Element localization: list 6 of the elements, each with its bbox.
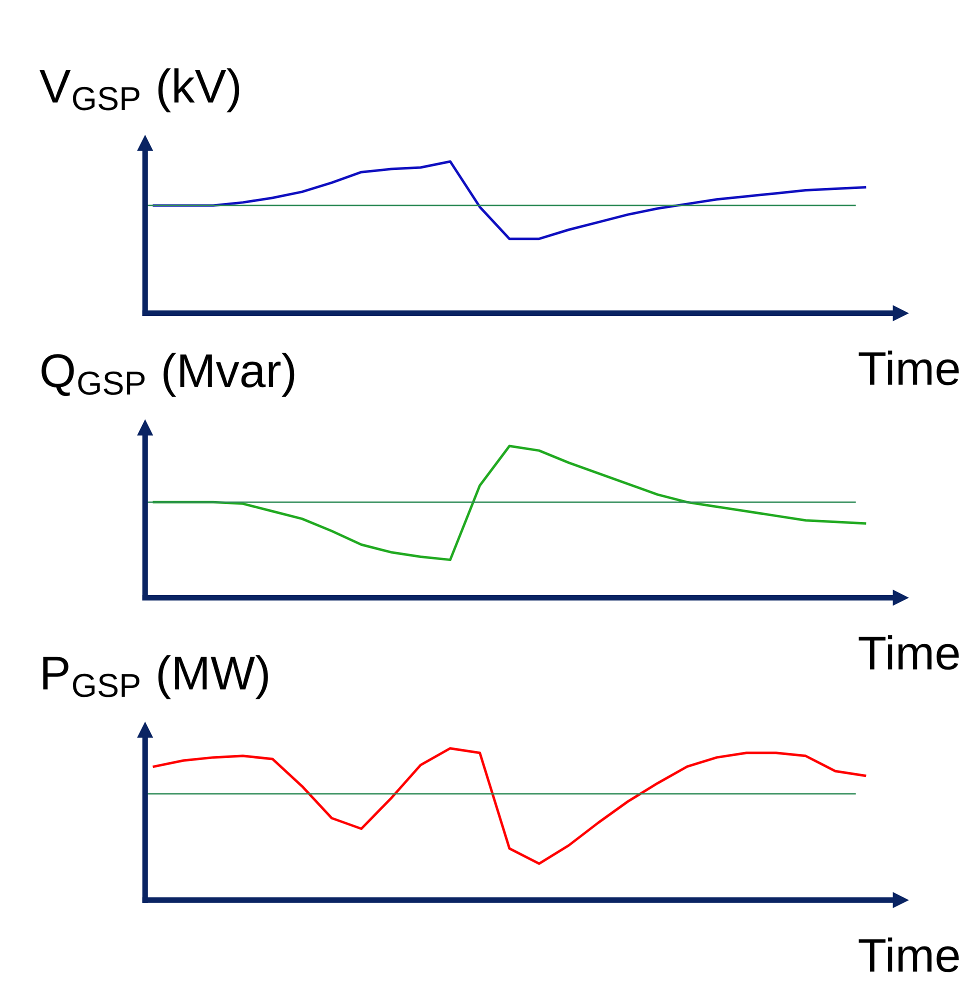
- y-axis-title: P$_{GSP}$ (MW): [43, 655, 268, 700]
- y-axis-title: V$_{GSP}$ (kV): [40, 68, 240, 112]
- x-axis-title: Time: [858, 635, 959, 670]
- y-axis-title: Q$_{GSP}$ (Mvar): [42, 352, 294, 397]
- x-axis-title: Time: [858, 350, 959, 386]
- x-axis-title: Time: [858, 937, 959, 972]
